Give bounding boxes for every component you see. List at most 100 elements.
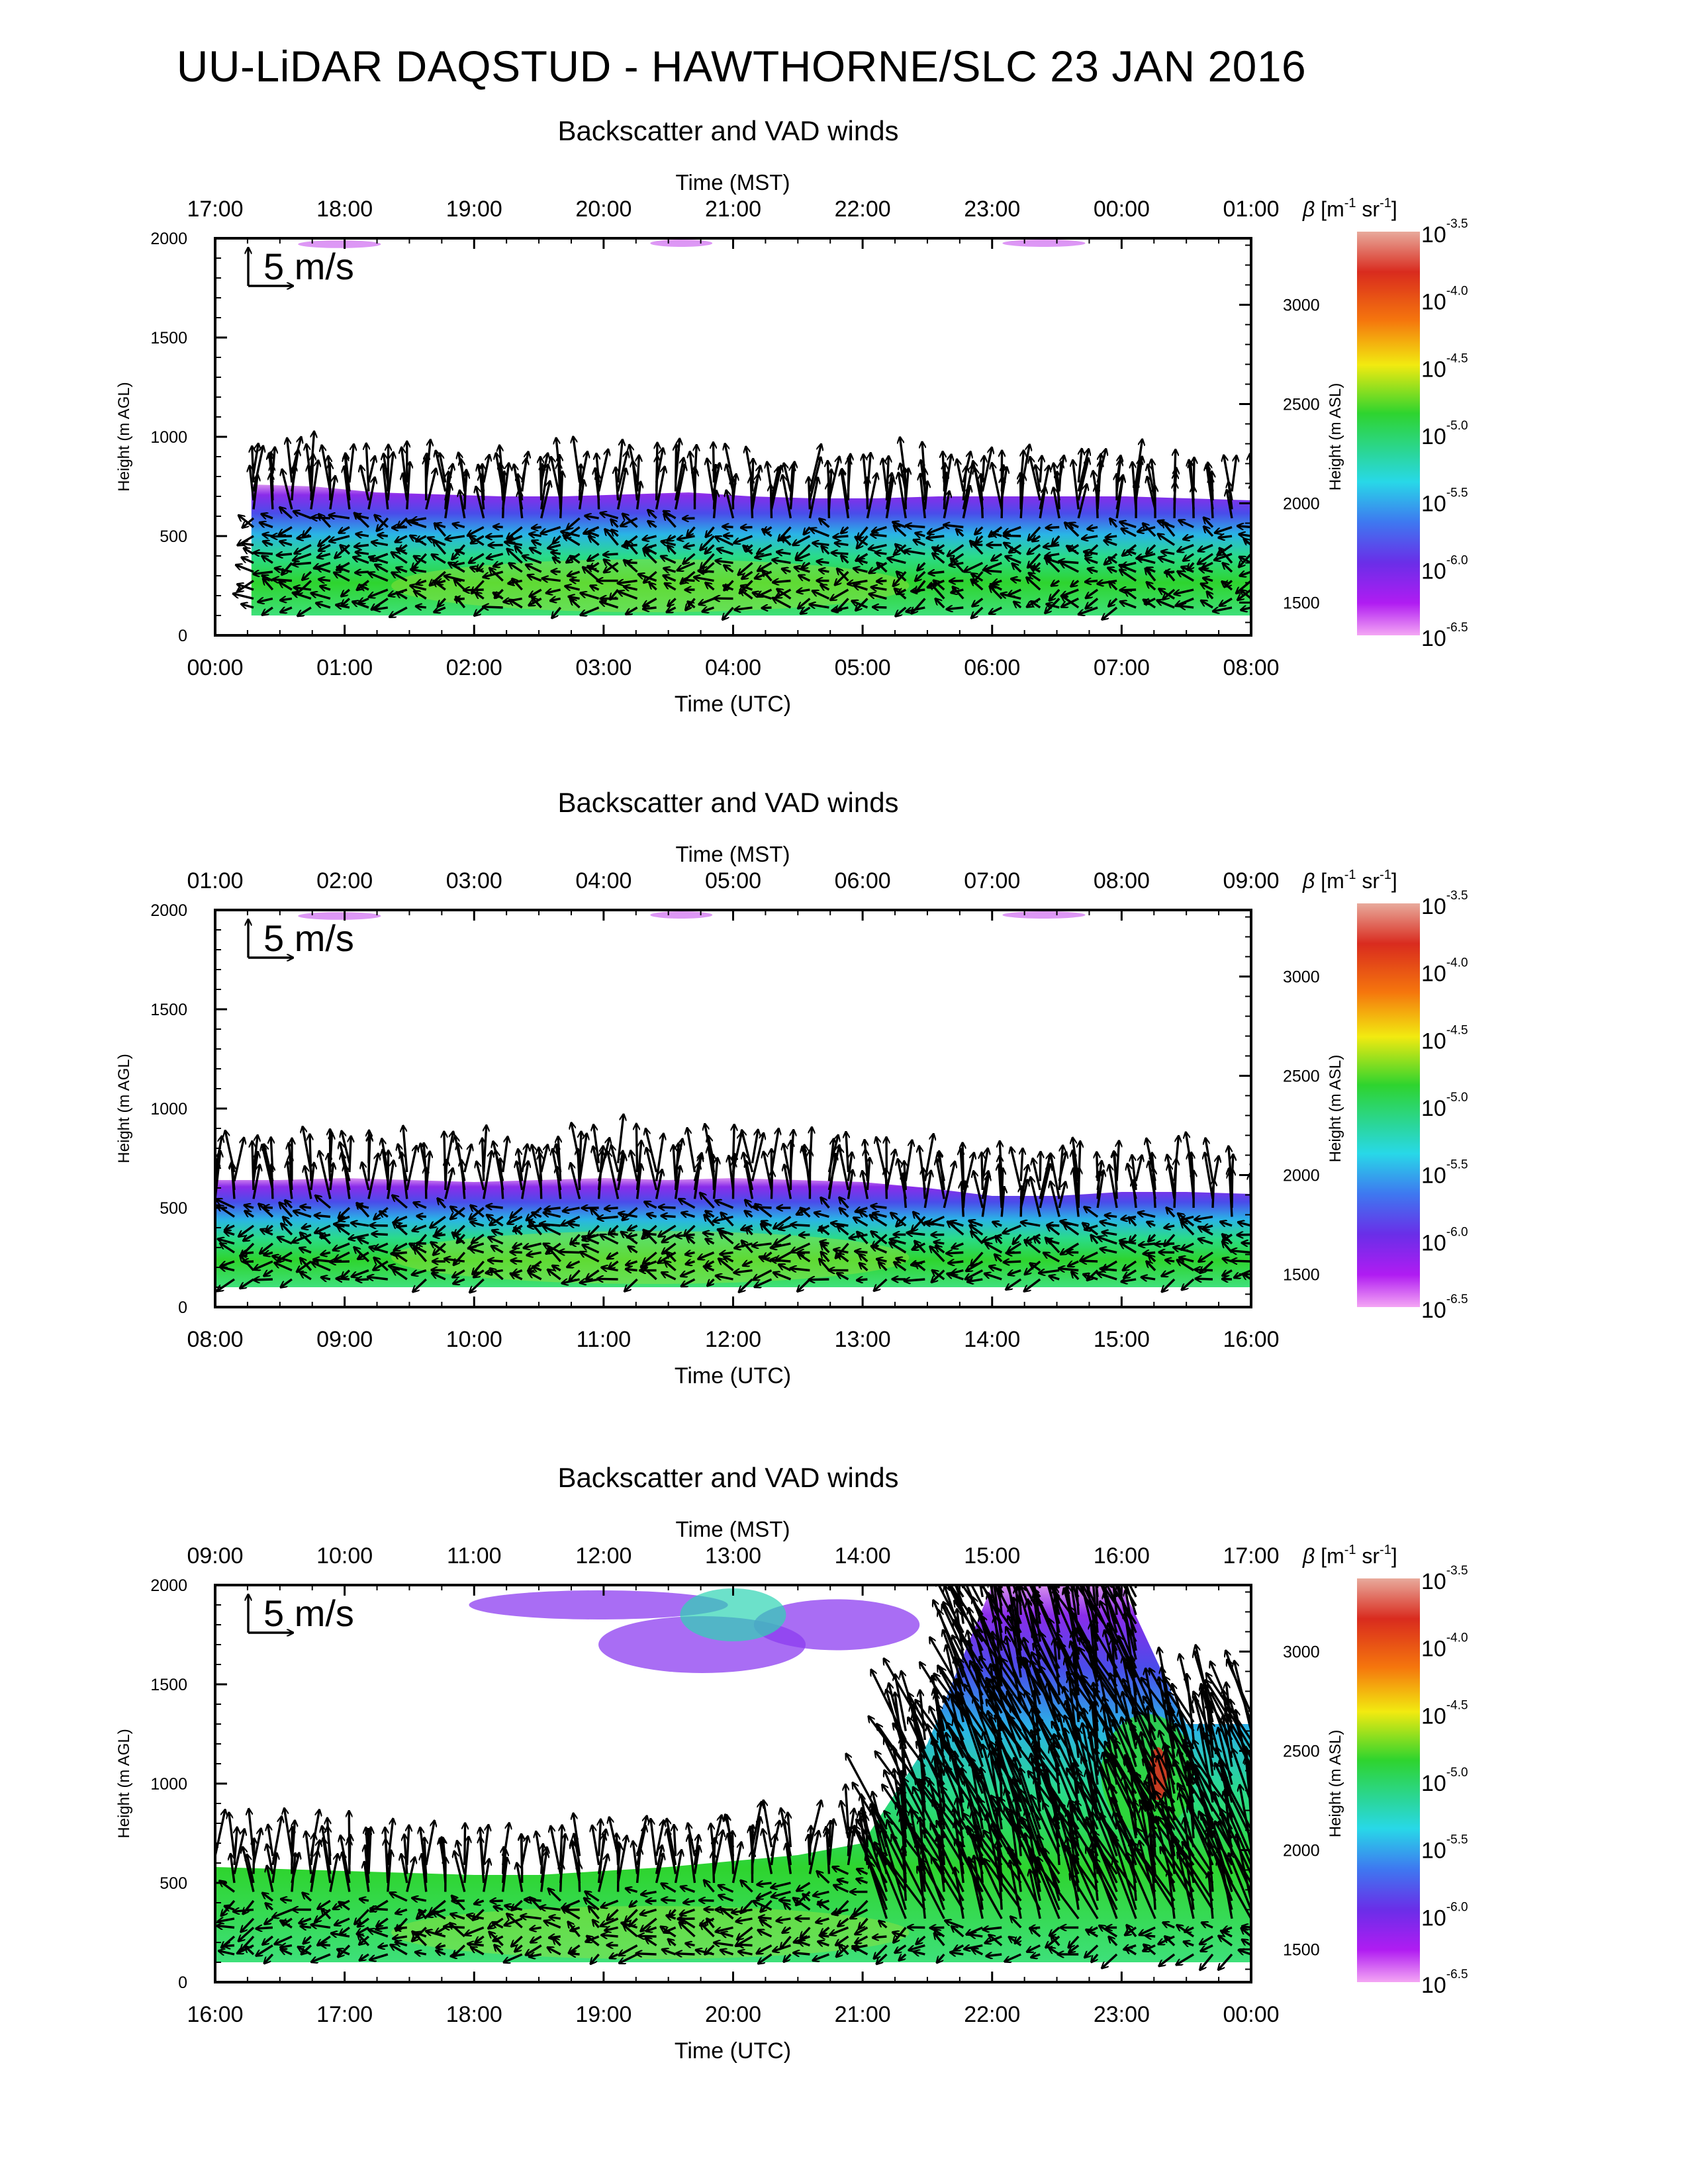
wind-vector (717, 549, 734, 555)
wind-vector (483, 570, 504, 577)
top-tick-label: 17:00 (187, 197, 243, 222)
wind-vector (412, 518, 427, 521)
wind-vector (402, 473, 408, 501)
wind-vector (215, 1891, 216, 1893)
wind-vector (252, 446, 254, 483)
wind-vector (540, 1145, 548, 1173)
colorbar-tick-label: 10-5.0 (1421, 1766, 1468, 1796)
wind-vector (643, 598, 657, 607)
x-tick-label: 00:00 (187, 655, 243, 680)
x-tick-label: 16:00 (1223, 1327, 1279, 1352)
wind-vector (635, 482, 641, 510)
top-tick-label: 09:00 (1223, 868, 1279, 893)
wind-vector (921, 460, 926, 492)
wind-vector (483, 455, 490, 483)
wind-vector (989, 606, 1002, 614)
wind-vector (529, 598, 542, 606)
wind-vector (616, 469, 626, 510)
wind-vector (320, 1944, 331, 1945)
wind-vector (655, 448, 663, 483)
wind-vector (242, 557, 254, 565)
wind-vector (295, 543, 312, 554)
wind-vector (269, 453, 274, 483)
wind-vector (635, 1826, 646, 1866)
wind-vector (887, 558, 906, 565)
wind-vector (540, 465, 548, 510)
top-tick-label: 01:00 (1223, 197, 1279, 222)
wind-vector (972, 544, 983, 545)
x-tick-label: 09:00 (316, 1327, 373, 1352)
x-tick-label: 10:00 (446, 1327, 502, 1352)
top-tick-label: 06:00 (835, 868, 891, 893)
wind-vector (328, 1827, 330, 1856)
wind-vector (778, 526, 792, 541)
wind-vector (578, 480, 585, 510)
wind-vector (550, 599, 561, 601)
wind-vector (755, 570, 773, 578)
panel-3: Backscatter and VAD winds Time (MST) 16:00… (115, 1462, 1468, 2064)
wind-vector (316, 603, 331, 609)
wind-vector (686, 598, 696, 611)
wind-vector (663, 511, 677, 520)
top-tick-label: 19:00 (446, 197, 502, 222)
wind-vector (726, 490, 735, 519)
wind-vector (776, 588, 792, 598)
wind-vector (445, 536, 465, 539)
cloud-patch (650, 240, 713, 247)
wind-vector (1051, 581, 1060, 586)
wind-vector (829, 469, 831, 510)
wind-vector (546, 590, 561, 593)
x-axis-label: Time (UTC) (675, 692, 791, 717)
wind-vector (1000, 467, 1007, 501)
wind-vector (388, 445, 389, 492)
wind-vector (927, 536, 945, 538)
wind-vector (241, 604, 254, 608)
wind-vector (271, 536, 292, 537)
colorbar-tick-label: 10-6.5 (1421, 1293, 1468, 1323)
wind-vector (915, 570, 926, 581)
x-tick-label: 08:00 (187, 1327, 243, 1352)
wind-vector (352, 602, 369, 609)
wind-vector (425, 439, 431, 483)
wind-vector (812, 591, 830, 600)
wind-vector (552, 606, 562, 618)
wind-vector (673, 1145, 676, 1181)
wind-vector (508, 535, 523, 541)
wind-vector (667, 545, 677, 555)
wind-vector (371, 598, 389, 610)
wind-vector (469, 553, 485, 563)
wind-vector (866, 453, 870, 492)
wind-vector (359, 599, 369, 604)
wind-vector (515, 546, 523, 555)
wind-vector (934, 1242, 945, 1244)
wind-vector (387, 452, 393, 501)
wind-vector (215, 1954, 216, 1956)
wind-vector (882, 459, 888, 492)
wind-vector (770, 1128, 779, 1173)
wind-vector (329, 515, 350, 518)
wind-vector (467, 525, 485, 536)
colorbar-tick-label: 10-4.0 (1421, 1631, 1468, 1662)
colorbar-tick-label: 10-3.5 (1421, 889, 1468, 919)
wind-vector (812, 543, 829, 545)
wind-vector (532, 598, 542, 609)
wind-vector (1077, 449, 1082, 483)
wind-vector (233, 1138, 244, 1181)
y-tick-label: 1000 (150, 1775, 187, 1794)
wind-vector (444, 484, 451, 519)
wind-vector (483, 1825, 489, 1866)
wind-vector (647, 510, 657, 520)
wind-vector (233, 594, 254, 600)
wind-vector (725, 443, 735, 483)
wind-vector (371, 542, 389, 545)
wind-vector (943, 525, 964, 527)
wind-vector (808, 1279, 829, 1280)
colorbar-tick-label: 10-5.5 (1421, 1158, 1468, 1189)
wind-vector (551, 571, 561, 572)
wind-vector (542, 578, 561, 581)
wind-vector (566, 553, 581, 563)
x-tick-label: 01:00 (316, 655, 373, 680)
wind-vector (885, 478, 893, 519)
wind-vector (611, 520, 619, 528)
wind-vector (949, 563, 964, 566)
